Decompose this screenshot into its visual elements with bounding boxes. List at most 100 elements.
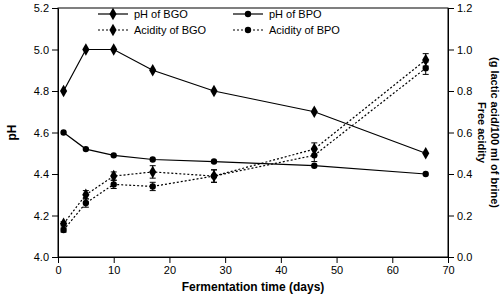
tick-mark <box>448 216 454 217</box>
legend-label: Acidity of BPO <box>269 24 340 36</box>
point <box>60 85 67 97</box>
series-line <box>64 133 426 175</box>
x-axis: 010203040506070 <box>55 257 454 276</box>
error-bar <box>211 170 217 182</box>
tick-mark <box>225 257 226 263</box>
legend-marker <box>109 8 116 20</box>
point <box>423 65 429 71</box>
error-bar <box>423 62 429 74</box>
legend-marker <box>109 24 116 36</box>
point <box>111 181 117 187</box>
tick: 40 <box>275 257 287 276</box>
tick-mark <box>337 257 338 263</box>
tick: 50 <box>331 257 343 276</box>
tick: 4.0 <box>34 251 58 263</box>
error-bar-cap <box>211 182 217 183</box>
plot-frame <box>58 8 448 257</box>
error-bar-cap <box>423 74 429 75</box>
tick: 0.2 <box>448 210 472 222</box>
tick-label: 0.6 <box>457 127 472 139</box>
tick-mark <box>448 174 454 175</box>
tick: 0 <box>55 257 61 276</box>
tick-mark <box>114 257 115 263</box>
point <box>82 189 89 201</box>
tick: 10 <box>108 257 120 276</box>
y-axis-title: pH <box>5 125 19 141</box>
tick: 60 <box>387 257 399 276</box>
tick-mark <box>448 133 454 134</box>
point <box>60 227 66 233</box>
tick: 4.4 <box>34 168 58 180</box>
tick: 4.2 <box>34 210 58 222</box>
tick-label: 0.4 <box>457 168 472 180</box>
tick-mark <box>52 8 58 9</box>
y-axis: 4.04.24.44.64.85.05.2 <box>34 2 59 263</box>
point <box>211 158 217 164</box>
tick-mark <box>58 257 59 263</box>
tick: 5.2 <box>34 2 58 14</box>
tick-label: 4.4 <box>34 168 49 180</box>
tick-mark <box>52 257 58 258</box>
point <box>311 152 317 158</box>
tick-label: 4.0 <box>34 251 49 263</box>
legend-label: Acidity of BGO <box>134 24 207 36</box>
tick-mark <box>52 216 58 217</box>
marks <box>60 43 429 233</box>
error-bar-cap <box>311 161 317 162</box>
error-bar-cap <box>111 180 117 181</box>
error-bar-cap <box>211 169 217 170</box>
legend-item: pH of BGO <box>98 8 188 20</box>
error-bar <box>150 166 156 178</box>
legend-item: Acidity of BPO <box>233 24 340 36</box>
point <box>82 43 89 55</box>
point <box>150 156 156 162</box>
tick-mark <box>281 257 282 263</box>
point <box>210 170 217 182</box>
point <box>60 129 66 135</box>
error-bar-cap <box>423 61 429 62</box>
tick: 4.6 <box>34 127 58 139</box>
tick: 20 <box>164 257 176 276</box>
point <box>111 152 117 158</box>
tick-label: 1.2 <box>457 2 472 14</box>
series-line <box>64 60 426 224</box>
legend-label: pH of BPO <box>269 8 322 20</box>
tick-label: 0 <box>55 264 61 276</box>
tick-label: 4.6 <box>34 127 49 139</box>
tick-label: 30 <box>220 264 232 276</box>
tick-label: 60 <box>387 264 399 276</box>
error-bar-cap <box>311 149 317 150</box>
tick-mark <box>52 133 58 134</box>
tick-label: 0.8 <box>457 85 472 97</box>
series-line <box>64 50 426 154</box>
tick-mark <box>52 174 58 175</box>
chart: 0102030405060704.04.24.44.64.85.05.20.00… <box>0 0 500 297</box>
error-bar-cap <box>83 198 89 199</box>
legend-item: pH of BPO <box>233 8 322 20</box>
legend-item: Acidity of BGO <box>98 24 207 36</box>
y2-axis-title: Free acidity <box>476 102 488 164</box>
tick-label: 10 <box>108 264 120 276</box>
point <box>422 147 429 159</box>
point <box>149 64 156 76</box>
point <box>83 146 89 152</box>
legend-label: pH of BGO <box>134 8 188 20</box>
point <box>150 183 156 189</box>
error-bar-cap <box>83 198 89 199</box>
tick-mark <box>169 257 170 263</box>
series-line <box>64 68 426 230</box>
point <box>423 171 429 177</box>
tick-label: 5.0 <box>34 44 49 56</box>
point <box>110 170 117 182</box>
error-bar-cap <box>150 182 156 183</box>
tick: 0.4 <box>448 168 472 180</box>
tick-label: 5.2 <box>34 2 49 14</box>
tick-mark <box>392 257 393 263</box>
error-bar <box>211 170 217 182</box>
legend: pH of BGO pH of BPO Acidity of BGO Acidity … <box>98 8 340 36</box>
point <box>210 85 217 97</box>
tick-label: 40 <box>275 264 287 276</box>
tick-mark <box>52 91 58 92</box>
axis-line <box>58 9 59 258</box>
tick: 0.6 <box>448 127 472 139</box>
